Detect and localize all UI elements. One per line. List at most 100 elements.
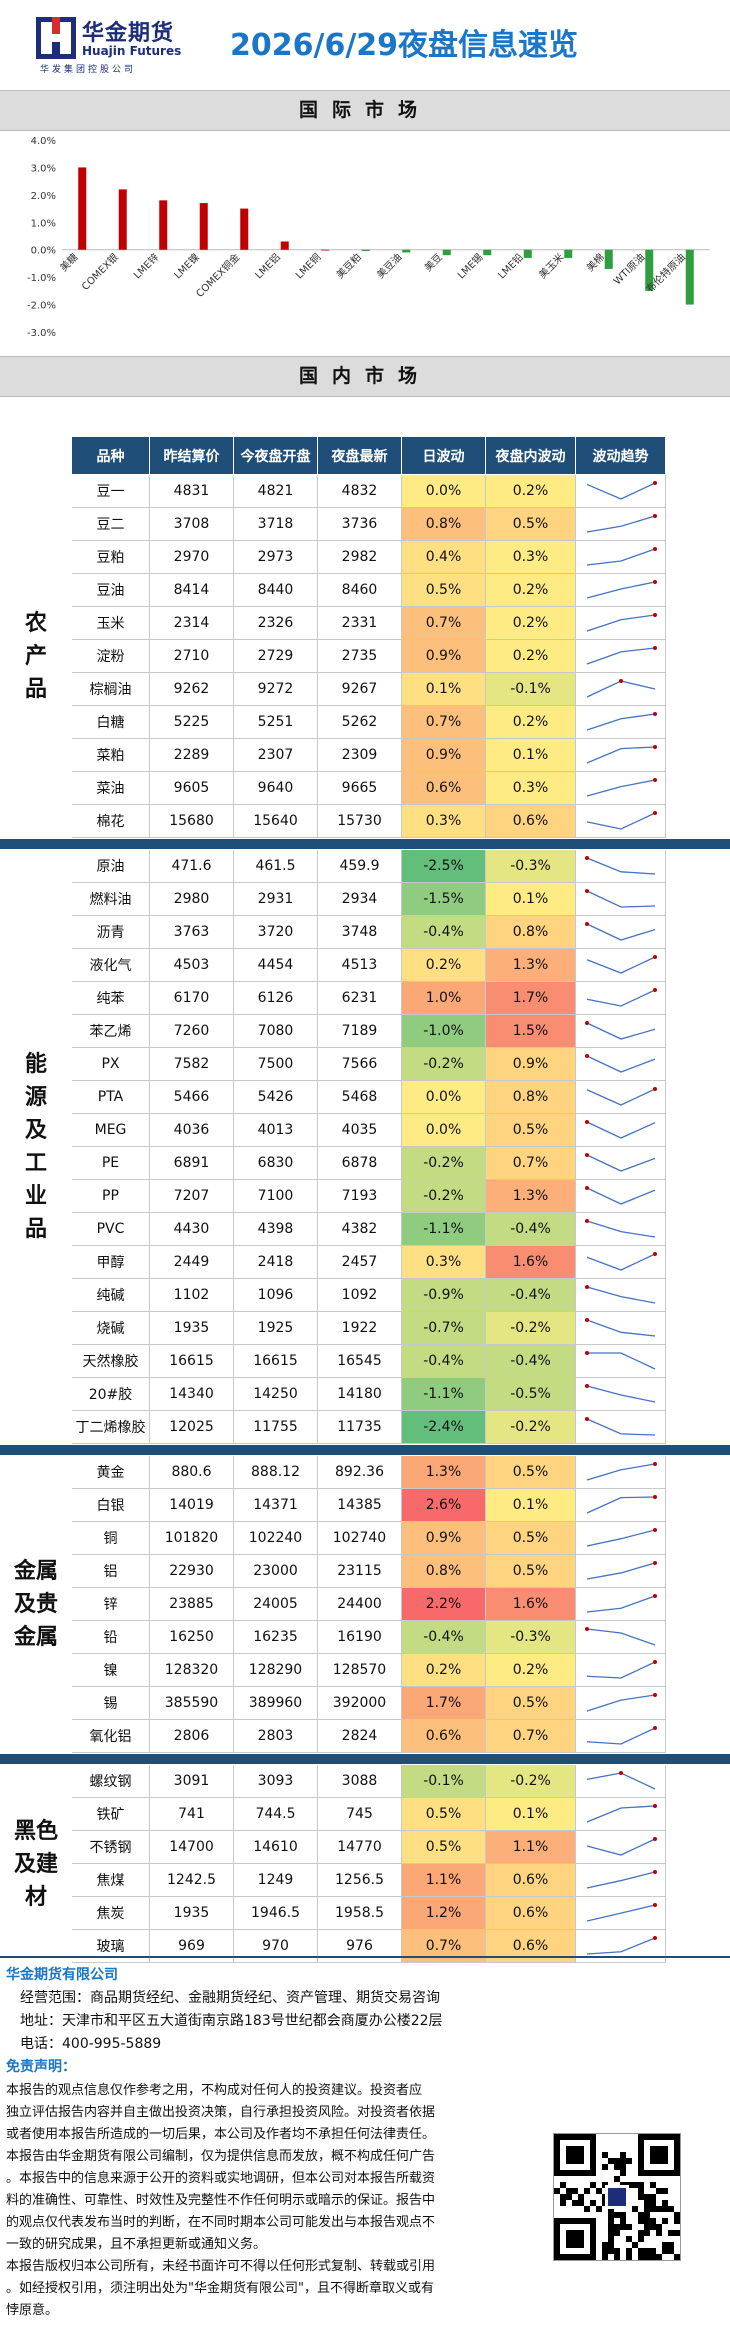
table-row: 焦炭 1935 1946.5 1958.5 1.2% 0.6% <box>72 1897 666 1930</box>
product-name: PX <box>72 1048 150 1081</box>
chart-ytick-label: 3.0% <box>31 163 56 174</box>
product-name: 菜粕 <box>72 739 150 772</box>
chart-ytick-label: 1.0% <box>31 218 56 229</box>
chart-category-label: LME铅 <box>495 251 526 282</box>
group-label-line: 产 <box>24 644 47 669</box>
disclaimer-line: 本报告的观点信息仅作参考之用，不构成对任何人的投资建议。投资者应 <box>6 2083 423 2098</box>
product-name: 苯乙烯 <box>72 1015 150 1048</box>
sparkline-high-point <box>584 1054 589 1058</box>
table-row: 铜 101820 102240 102740 0.9% 0.5% <box>72 1522 666 1555</box>
day-change: 0.5% <box>402 1831 486 1864</box>
night-open: 1946.5 <box>234 1897 318 1930</box>
product-name: 螺纹钢 <box>72 1765 150 1798</box>
sparkline-high-point <box>652 580 657 584</box>
night-open: 11755 <box>234 1411 318 1444</box>
table-row: 棕榈油 9262 9272 9267 0.1% -0.1% <box>72 673 666 706</box>
sparkline-high-point <box>584 1186 589 1190</box>
chart-category-label: 美糖 <box>57 251 80 274</box>
prev-settle: 16615 <box>150 1345 234 1378</box>
table-header-cell: 夜盘内波动 <box>486 437 576 474</box>
trend-sparkline <box>576 607 666 640</box>
footer-address: 地址：天津市和平区五大道街南京路183号世纪都会商厦办公楼22层 <box>20 2013 443 2029</box>
night-latest: 2735 <box>318 640 402 673</box>
table-row: PTA 5466 5426 5468 0.0% 0.8% <box>72 1081 666 1114</box>
table-row: 锌 23885 24005 24400 2.2% 1.6% <box>72 1588 666 1621</box>
table-group: 能源及工业品原油 471.6 461.5 459.9 -2.5% -0.3% 燃料油 2980… <box>0 850 730 1444</box>
group-label: 金属 及贵 金属 <box>0 1456 72 1753</box>
table-row: 锡 385590 389960 392000 1.7% 0.5% <box>72 1687 666 1720</box>
chart-bar <box>402 249 411 253</box>
prev-settle: 2314 <box>150 607 234 640</box>
sparkline-high-point <box>618 679 623 683</box>
sparkline-high-point <box>652 1660 657 1664</box>
prev-settle: 22930 <box>150 1555 234 1588</box>
table-row: 原油 471.6 461.5 459.9 -2.5% -0.3% <box>72 850 666 883</box>
sparkline-high-point <box>652 955 657 959</box>
night-latest: 3088 <box>318 1765 402 1798</box>
sparkline-line <box>586 1088 655 1106</box>
day-change: 0.8% <box>402 1555 486 1588</box>
prev-settle: 101820 <box>150 1522 234 1555</box>
product-name: 豆一 <box>72 475 150 508</box>
sparkline-line <box>586 890 655 908</box>
prev-settle: 1935 <box>150 1897 234 1930</box>
sparkline-line <box>586 923 655 941</box>
day-change: 0.4% <box>402 541 486 574</box>
footer-phone: 电话：400-995-5889 <box>20 2036 162 2052</box>
sparkline-line <box>586 713 655 731</box>
night-open: 6126 <box>234 982 318 1015</box>
table-header-cell: 日波动 <box>402 437 486 474</box>
prev-settle: 1242.5 <box>150 1864 234 1897</box>
chart-bar <box>321 249 330 251</box>
day-change: -0.4% <box>402 1621 486 1654</box>
night-latest: 14385 <box>318 1489 402 1522</box>
table-row: 烧碱 1935 1925 1922 -0.7% -0.2% <box>72 1312 666 1345</box>
product-name: PP <box>72 1180 150 1213</box>
night-latest: 459.9 <box>318 850 402 883</box>
footer-scope: 经营范围：商品期货经纪、金融期货经纪、资产管理、期货交易咨询 <box>20 1990 440 2006</box>
trend-sparkline <box>576 1411 666 1444</box>
trend-sparkline <box>576 508 666 541</box>
prev-settle: 6170 <box>150 982 234 1015</box>
night-open: 2307 <box>234 739 318 772</box>
product-name: 纯苯 <box>72 982 150 1015</box>
night-latest: 3748 <box>318 916 402 949</box>
prev-settle: 4831 <box>150 475 234 508</box>
day-change: 0.3% <box>402 1246 486 1279</box>
sparkline-high-point <box>652 988 657 992</box>
night-change: 0.8% <box>486 1081 576 1114</box>
day-change: -2.4% <box>402 1411 486 1444</box>
night-latest: 14770 <box>318 1831 402 1864</box>
group-separator <box>0 1445 730 1455</box>
trend-sparkline <box>576 1378 666 1411</box>
product-name: 铅 <box>72 1621 150 1654</box>
prev-settle: 7207 <box>150 1180 234 1213</box>
night-open: 8440 <box>234 574 318 607</box>
prev-settle: 8414 <box>150 574 234 607</box>
chart-bar <box>118 189 127 250</box>
day-change: -0.1% <box>402 1765 486 1798</box>
prev-settle: 14019 <box>150 1489 234 1522</box>
sparkline-high-point <box>584 889 589 893</box>
night-change: 0.9% <box>486 1048 576 1081</box>
table-row: 铅 16250 16235 16190 -0.4% -0.3% <box>72 1621 666 1654</box>
sparkline-high-point <box>652 1495 657 1499</box>
prev-settle: 15680 <box>150 805 234 838</box>
night-latest: 7189 <box>318 1015 402 1048</box>
group-separator <box>0 1754 730 1764</box>
night-change: 1.6% <box>486 1588 576 1621</box>
table-row: 氧化铝 2806 2803 2824 0.6% 0.7% <box>72 1720 666 1753</box>
trend-sparkline <box>576 1687 666 1720</box>
prev-settle: 2806 <box>150 1720 234 1753</box>
trend-sparkline <box>576 640 666 673</box>
product-name: 镍 <box>72 1654 150 1687</box>
group-label-line: 及建 <box>13 1851 58 1877</box>
prev-settle: 5466 <box>150 1081 234 1114</box>
international-bar-chart: 4.0%3.0%2.0%1.0%0.0%-1.0%-2.0%-3.0%美糖 COM… <box>27 136 710 339</box>
day-change: -1.0% <box>402 1015 486 1048</box>
table-row: 沥青 3763 3720 3748 -0.4% 0.8% <box>72 916 666 949</box>
trend-sparkline <box>576 574 666 607</box>
day-change: -1.1% <box>402 1213 486 1246</box>
group-separator <box>0 839 730 849</box>
night-change: 0.1% <box>486 1489 576 1522</box>
